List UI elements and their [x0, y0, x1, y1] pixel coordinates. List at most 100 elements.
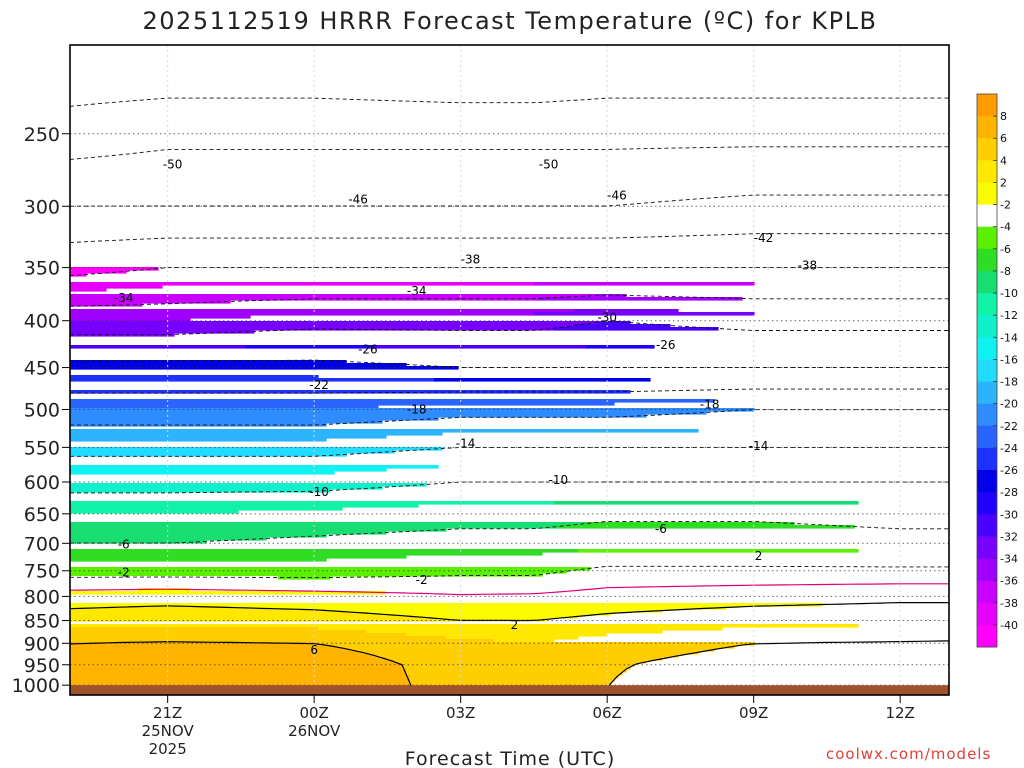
- y-tick-label: 800: [24, 586, 60, 608]
- field-cell: [70, 618, 451, 622]
- x-axis-label: Forecast Time (UTC): [405, 748, 615, 768]
- field-cell: [70, 402, 615, 406]
- y-tick-label: 300: [24, 196, 60, 218]
- field-cell: [70, 651, 363, 655]
- contour-label: -30: [597, 311, 617, 325]
- y-tick-label: 500: [24, 399, 60, 421]
- colorbar-label: -32: [1000, 530, 1018, 543]
- field-cell: [70, 405, 379, 409]
- field-cell: [70, 504, 419, 508]
- field-cell: [70, 567, 591, 571]
- field-cell: [386, 591, 551, 595]
- field-cell: [70, 417, 439, 421]
- field-cell: [334, 645, 735, 649]
- field-cell: [70, 678, 411, 682]
- x-tick-label: 26NOV: [288, 722, 341, 740]
- field-cell: [70, 570, 567, 574]
- field-cell: [70, 639, 495, 643]
- field-cell: [70, 540, 207, 544]
- field-cell: [70, 363, 407, 367]
- contour-line-dashed: [70, 233, 949, 243]
- field-cell: [574, 324, 671, 328]
- field-cell: [246, 345, 375, 349]
- field-cell: [70, 558, 327, 562]
- field-cell: [70, 612, 371, 616]
- freezing-line: [70, 583, 949, 596]
- field-cell: [70, 666, 403, 670]
- contour-line-solid: [70, 640, 949, 688]
- field-cell: [70, 465, 439, 469]
- contour-label: -26: [358, 342, 378, 356]
- field-cell: [70, 420, 383, 424]
- contour-label: -2: [416, 573, 428, 587]
- field-cell: [450, 618, 547, 622]
- field-cell: [70, 450, 395, 454]
- contour-line-dashed: [70, 146, 949, 160]
- contour-label: -14: [456, 437, 476, 451]
- field-cell: [110, 606, 231, 610]
- colorbar-label: -38: [1000, 597, 1018, 610]
- field-cell: [574, 309, 679, 313]
- field-cell: [70, 501, 555, 505]
- colorbar-swatch: [977, 447, 997, 471]
- field-cell: [70, 657, 387, 661]
- field-cell: [70, 627, 319, 631]
- field-cell: [70, 489, 331, 493]
- field-cell: [370, 612, 611, 616]
- colorbar-label: -28: [1000, 486, 1018, 499]
- field-cell: [70, 453, 347, 457]
- field-cell: [70, 330, 255, 334]
- contour-label: -42: [754, 231, 774, 245]
- contour-label: -2: [118, 565, 130, 579]
- field-cell: [70, 645, 335, 649]
- y-tick-label: 1000: [12, 675, 60, 697]
- field-cell: [70, 345, 247, 349]
- field-cell: [494, 639, 555, 643]
- field-cell: [558, 525, 855, 529]
- field-cell: [70, 663, 403, 667]
- colorbar-swatch: [977, 558, 997, 582]
- y-tick-label: 950: [24, 655, 60, 677]
- field-cell: [326, 609, 663, 613]
- contour-labels: -50 -50-46 -46-42-38 -38-34-34-30-26 -26-22-…: [114, 157, 817, 656]
- field-cell: [386, 657, 663, 661]
- field-cell: [70, 378, 435, 382]
- colorbar-swatch: [977, 182, 997, 205]
- field-cell: [230, 606, 727, 610]
- colorbar-swatch: [977, 359, 997, 382]
- field-cell: [70, 633, 407, 637]
- colorbar-label: -12: [1000, 309, 1018, 322]
- field-cell: [70, 303, 143, 307]
- field-cell: [70, 375, 319, 379]
- x-tick-label: 21Z: [153, 704, 182, 722]
- field-cell: [446, 636, 579, 640]
- colorbar-label: -4: [1000, 221, 1011, 234]
- y-tick-label: 350: [24, 258, 60, 280]
- colorbar-label: -2: [1000, 199, 1011, 212]
- contour-lines: [70, 97, 949, 688]
- contour-label: -10: [549, 473, 569, 487]
- field-cell: [70, 528, 447, 532]
- x-tick-label: 12Z: [885, 704, 914, 722]
- field-cell: [70, 414, 647, 418]
- field-cell: [70, 555, 407, 559]
- field-cell: [406, 633, 607, 637]
- field-cell: [70, 531, 387, 535]
- credit-text: coolwx.com/models: [826, 745, 992, 763]
- x-tick-label: 2025: [149, 740, 187, 758]
- colorbar-label: -22: [1000, 420, 1018, 433]
- field-cell: [70, 315, 251, 319]
- y-tick-label: 550: [24, 437, 60, 459]
- plot-frame: [69, 44, 950, 696]
- field-cell: [314, 642, 755, 646]
- field-cell: [70, 585, 671, 589]
- field-cell: [70, 309, 575, 313]
- colorbar-label: -24: [1000, 442, 1018, 455]
- field-cell: [374, 654, 679, 658]
- field-cell: [70, 435, 387, 439]
- field-cell: [70, 576, 279, 580]
- field-cell: [70, 603, 823, 607]
- contour-label: 6: [310, 643, 318, 657]
- field-cell: [362, 651, 699, 655]
